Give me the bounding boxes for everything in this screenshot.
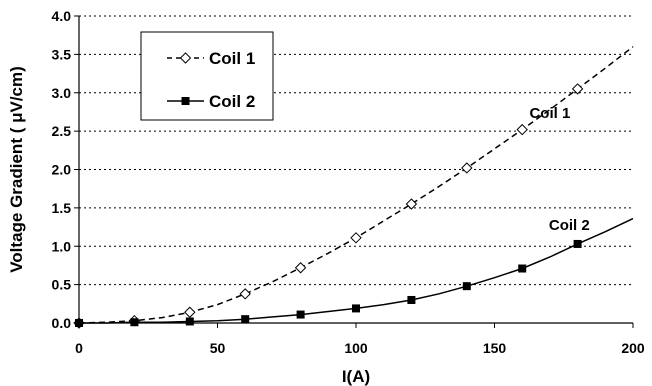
y-tick-label-5: 2.5: [52, 123, 72, 139]
y-tick-label-6: 3.0: [52, 85, 72, 101]
x-tick-label-0: 0: [75, 340, 83, 356]
gridlines: [79, 15, 633, 286]
annotations: Coil 1 Coil 2: [529, 105, 589, 234]
data-point-coil-2-4: [296, 310, 305, 319]
legend-box: [140, 31, 274, 121]
data-point-coil-1-3: [239, 288, 251, 300]
data-point-coil-2-5: [352, 304, 360, 313]
x-tick-label-3: 150: [483, 340, 507, 356]
y-tick-label-3: 1.5: [52, 200, 72, 216]
legend: Coil 1 Coil 2: [140, 31, 274, 121]
y-tick-label-8: 4.0: [52, 8, 72, 24]
data-point-coil-2-0: [75, 319, 83, 327]
x-tick-label-2: 100: [344, 340, 368, 356]
data-point-coil-1-7: [461, 162, 473, 174]
y-tick-label-0: 0.0: [52, 315, 72, 331]
legend-marker-coil-1: [179, 52, 192, 64]
legend-label-coil-1: Coil 1: [209, 49, 255, 68]
y-axis-title: Voltage Gradient ( μV/cm): [7, 66, 26, 273]
data-point-coil-1-9: [571, 83, 584, 95]
data-point-coil-2-9: [573, 239, 582, 248]
data-point-coil-2-3: [241, 315, 250, 324]
data-point-coil-2-1: [130, 318, 139, 327]
data-point-coil-1-5: [350, 232, 362, 244]
tick-labels: 0.0 0.5 1.0 1.5 2.0 2.5 3.0 3.5 4.0 0 50 100 150 200: [52, 8, 645, 356]
y-tick-label-7: 3.5: [52, 46, 72, 62]
data-point-coil-1-4: [294, 262, 307, 274]
y-tick-label-4: 2.0: [52, 162, 72, 178]
data-point-coil-1-2: [184, 306, 196, 318]
data-point-coil-2-6: [407, 295, 416, 304]
data-point-coil-2-7: [462, 282, 471, 291]
y-tick-label-2: 1.0: [52, 238, 72, 254]
annotation-coil-1: Coil 1: [529, 105, 570, 122]
legend-marker-coil-2: [181, 97, 190, 105]
annotation-coil-2: Coil 2: [549, 217, 590, 234]
data-point-coil-1-8: [516, 123, 528, 136]
x-tick-label-4: 200: [621, 340, 645, 356]
axes: [74, 15, 634, 328]
data-point-coil-2-8: [518, 264, 527, 273]
data-point-coil-1-6: [405, 198, 418, 210]
y-tick-label-1: 0.5: [52, 277, 72, 293]
legend-label-coil-2: Coil 2: [209, 92, 255, 111]
series-markers: [73, 83, 584, 329]
x-axis-title: I(A): [342, 367, 370, 386]
data-point-coil-2-2: [185, 317, 194, 326]
x-tick-label-1: 50: [210, 340, 226, 356]
